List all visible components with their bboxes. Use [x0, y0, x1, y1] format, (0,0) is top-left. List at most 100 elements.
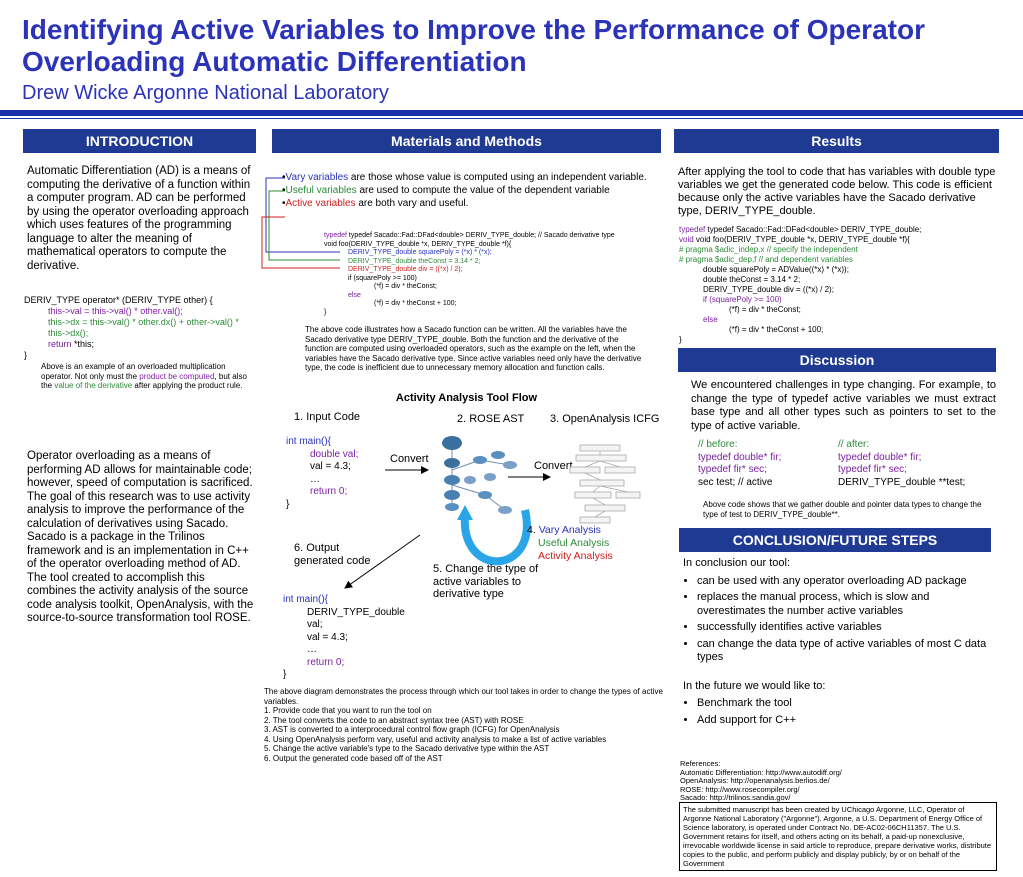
- sacado-code-line: (*f) = div * theConst;: [374, 283, 437, 290]
- conclusion-bullet: can be used with any operator overloadin…: [697, 575, 993, 589]
- typedef-before-block: // before: typedef double* fir; typedef …: [698, 439, 838, 489]
- results-code-line: # pragma $adic_indep,x // specify the in…: [679, 245, 858, 254]
- results-header: Results: [674, 129, 999, 153]
- discussion-header: Discussion: [678, 348, 996, 372]
- convert-label-1: Convert: [390, 453, 429, 465]
- future-bullet: Benchmark the tool: [697, 697, 993, 711]
- flow-caption: The above diagram demonstrates the proce…: [264, 687, 663, 706]
- results-paragraph: After applying the tool to code that has…: [678, 166, 996, 217]
- results-code-line: double squarePoly = ADValue((*x) * (*x))…: [703, 265, 849, 274]
- references-heading: References:: [680, 759, 721, 768]
- operator-caption: Above is an example of an overloaded mul…: [41, 362, 247, 390]
- results-code-line: typedef typedef Sacado::Fad::DFad<double…: [679, 225, 922, 234]
- typedef-after-block: // after: typedef double* fir; typedef f…: [838, 439, 998, 489]
- conclusion-header: CONCLUSION/FUTURE STEPS: [679, 528, 991, 552]
- sacado-code-line: typedef typedef Sacado::Fad::DFad<double…: [324, 232, 615, 239]
- sacado-code-line: DERIV_TYPE_double theConst = 3.14 * 2;: [348, 257, 481, 265]
- intro-paragraph-1: Automatic Differentiation (AD) is a mean…: [27, 165, 251, 272]
- return-keyword: return: [48, 339, 72, 349]
- operator-code-line: *this;: [71, 339, 95, 349]
- flow-step-item: 1. Provide code that you want to run the…: [264, 706, 432, 715]
- sacado-code-line: if (squarePoly >= 100): [348, 274, 417, 282]
- output-code-line: return 0;: [307, 656, 345, 668]
- input-code-line: }: [286, 498, 290, 510]
- sacado-code-line: DERIV_TYPE_double squarePoly = (*x) * (*…: [348, 249, 492, 256]
- output-code-line: int main(){: [283, 594, 329, 605]
- sacado-code-line: (*f) = div * theConst + 100;: [374, 300, 457, 307]
- before-comment: // before:: [698, 439, 738, 450]
- operator-code-line: this->dx = this->val() * other.dx() + ot…: [48, 317, 239, 338]
- definition-bracket-arrows: [261, 177, 340, 269]
- input-code-block: int main(){ double val; val = 4.3; … ret…: [286, 436, 386, 511]
- flow-step-3: 3. OpenAnalysis ICFG: [550, 413, 660, 425]
- sacado-code-line: }: [324, 308, 327, 316]
- discussion-caption: Above code shows that we gather double a…: [703, 500, 982, 519]
- input-code-line: val = 4.3;: [310, 461, 351, 472]
- flow-step-item: 2. The tool converts the code to an abst…: [264, 715, 524, 725]
- title-divider: [0, 110, 1023, 116]
- results-code-line: (*f) = div * theConst + 100;: [729, 325, 824, 334]
- flow-step-item: 5. Change the active variable's type to …: [264, 744, 550, 753]
- introduction-header: INTRODUCTION: [23, 129, 256, 153]
- future-bullet: Add support for C++: [697, 714, 993, 728]
- flow-title: Activity Analysis Tool Flow: [395, 392, 538, 404]
- output-code-line: }: [283, 669, 287, 680]
- materials-header: Materials and Methods: [272, 129, 661, 153]
- input-code-line: return 0;: [310, 486, 348, 497]
- future-intro: In the future we would like to:: [683, 679, 826, 692]
- output-code-line: val = 4.3;: [307, 631, 348, 643]
- after-code-line: DERIV_TYPE_double **test;: [838, 476, 966, 488]
- operator-code-line: }: [24, 350, 28, 360]
- flow-caption-block: The above diagram demonstrates the proce…: [264, 687, 664, 763]
- poster-subtitle: Drew Wicke Argonne National Laboratory: [22, 82, 389, 104]
- flow-step-5: 5. Change the type of active variables t…: [433, 563, 539, 600]
- discussion-paragraph: We encountered challenges in type changi…: [691, 379, 996, 432]
- conclusion-intro: In conclusion our tool:: [683, 557, 791, 569]
- results-code-line: (*f) = div * theConst;: [729, 305, 801, 314]
- output-code-line: DERIV_TYPE_double val;: [307, 606, 405, 631]
- sacado-code-line: else: [348, 291, 361, 299]
- flow-step-item: 3. AST is converted to a interprocedural…: [264, 725, 560, 734]
- operator-code-block: DERIV_TYPE operator* (DERIV_TYPE other) …: [24, 295, 256, 361]
- title-divider-thin: [0, 118, 1023, 119]
- input-code-line: double val;: [310, 448, 359, 460]
- results-code-line: }: [679, 335, 682, 344]
- flow-step-6: 6. Output generated code: [294, 542, 371, 567]
- flow-step-1: 1. Input Code: [294, 411, 361, 423]
- after-code-line: typedef double* fir;: [838, 451, 922, 463]
- disclaimer-box: The submitted manuscript has been create…: [679, 802, 997, 871]
- reference-item: ROSE: http://www.rosecompiler.org/: [680, 784, 800, 794]
- conclusion-bullet: successfully identifies active variables: [697, 621, 993, 635]
- results-code-line: DERIV_TYPE_double div = ((*x) / 2);: [703, 285, 834, 294]
- sacado-code-line: DERIV_TYPE_double div = ((*x) / 2);: [348, 266, 463, 273]
- sacado-code-line: void foo(DERIV_TYPE_double *x, DERIV_TYP…: [324, 240, 512, 248]
- results-code-block: typedef typedef Sacado::Fad::DFad<double…: [679, 225, 1004, 345]
- before-code-line: sec test; // active: [698, 476, 773, 488]
- ast-tree-graphic: [442, 436, 517, 514]
- flow-step-item: 4. Using OpenAnalysis perform vary, usef…: [264, 734, 607, 744]
- operator-code-line: this->val = this->val() * other.val();: [48, 306, 183, 316]
- reference-item: OpenAnalysis: http://openanalysis.berlio…: [680, 776, 830, 785]
- flow-step-2: 2. ROSE AST: [457, 413, 525, 425]
- results-code-line: void void foo(DERIV_TYPE_double *x, DERI…: [679, 235, 910, 244]
- references-block: References: Automatic Differentiation: h…: [680, 759, 1000, 803]
- flow-step-item: 6. Output the generated code based off o…: [264, 753, 443, 763]
- flow-diagram: [344, 436, 641, 589]
- results-code-line: # pragma $adic_dep,f // and dependent va…: [679, 255, 853, 264]
- results-code-line: double theConst = 3.14 * 2;: [703, 275, 801, 284]
- intro-paragraph-2: Operator overloading as a means of perfo…: [27, 450, 254, 624]
- input-code-line: …: [310, 473, 320, 485]
- poster-title: Identifying Active Variables to Improve …: [22, 14, 925, 77]
- input-code-line: int main(){: [286, 436, 332, 447]
- flow-step-4: 4. Vary Analysis Useful Analysis Activit…: [527, 524, 613, 562]
- reference-item: Sacado: http://trilinos.sandia.gov/: [680, 793, 791, 802]
- reference-item: Automatic Differentiation: http://www.au…: [680, 767, 842, 777]
- definition-active: •Active variables are both vary and usef…: [282, 198, 469, 209]
- icfg-graph-graphic: [569, 444, 641, 524]
- sacado-code-block: typedef typedef Sacado::Fad::DFad<double…: [324, 232, 654, 317]
- results-code-line: else: [703, 315, 718, 324]
- conclusion-body: In conclusion our tool: can be used with…: [683, 557, 993, 730]
- conclusion-bullet: replaces the manual process, which is sl…: [697, 591, 993, 618]
- results-code-line: if (squarePoly >= 100): [703, 295, 782, 304]
- convert-label-2: Convert: [534, 460, 573, 472]
